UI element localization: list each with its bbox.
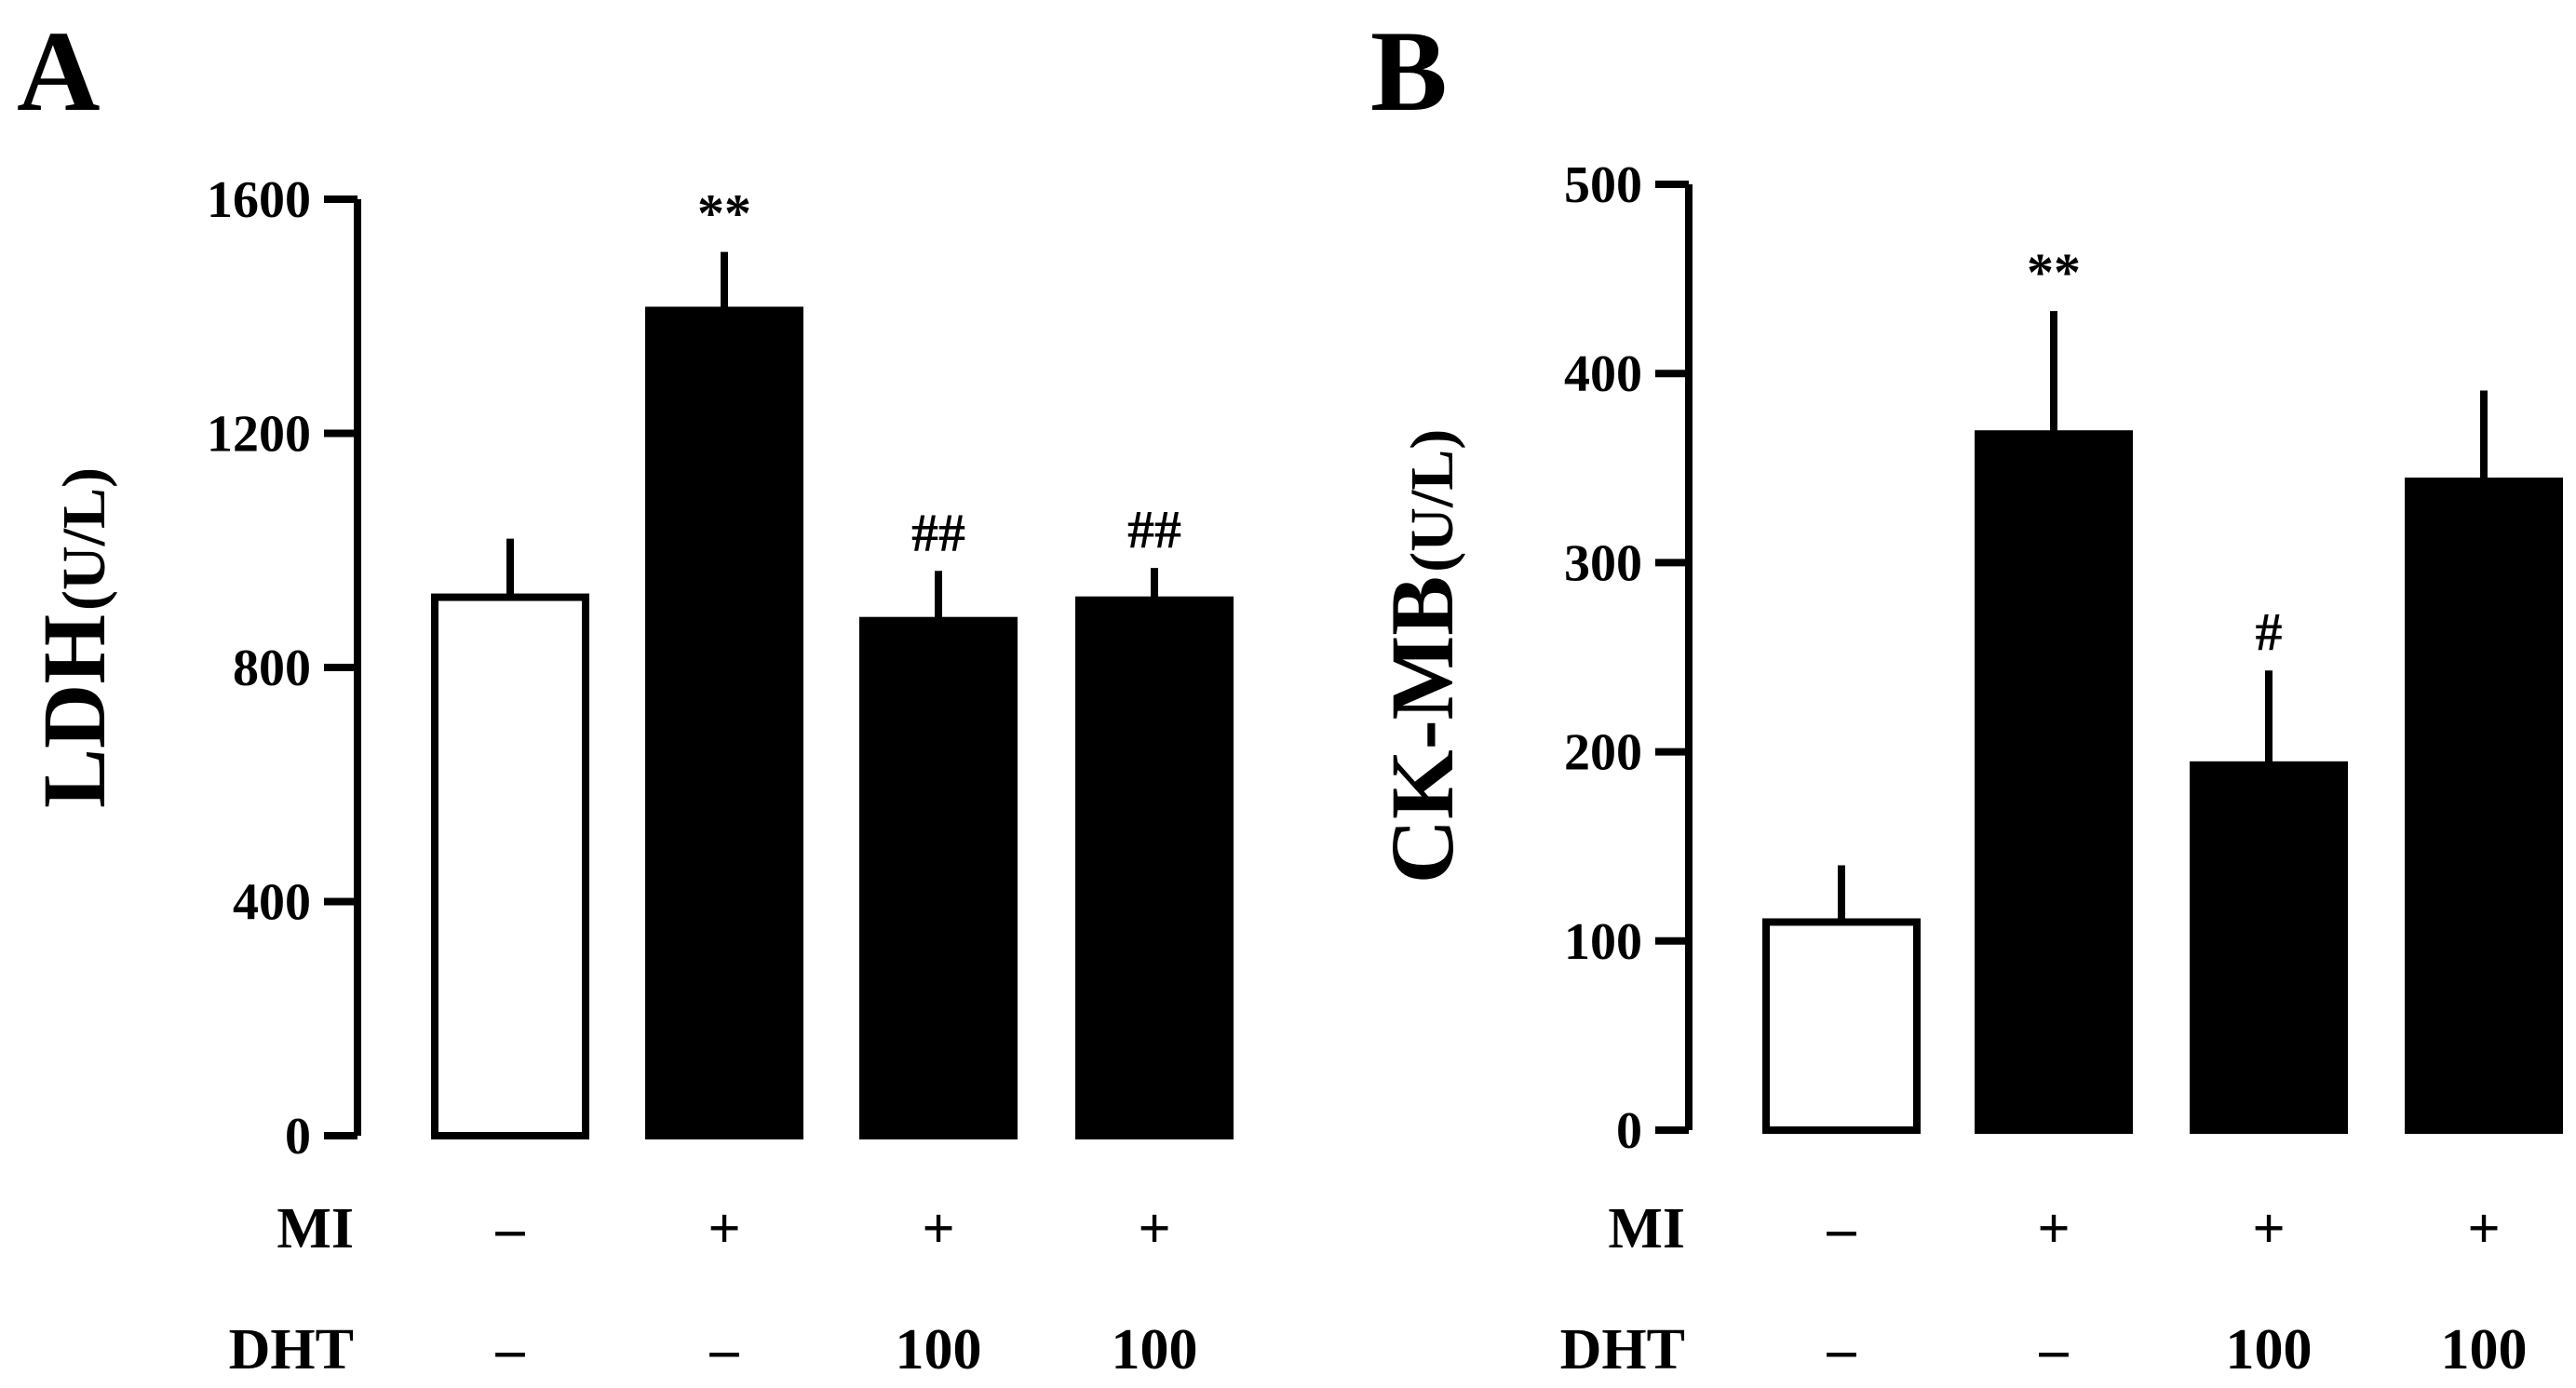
panel-letter: B — [1370, 7, 1448, 135]
panel-letter: A — [17, 7, 101, 135]
mi-condition: + — [2252, 1197, 2285, 1260]
mi-condition: – — [495, 1197, 526, 1260]
row-label-dht: DHT — [229, 1318, 354, 1381]
bar — [2190, 761, 2348, 1134]
significance-label: # — [2256, 601, 2283, 662]
significance-label: ** — [697, 183, 751, 244]
mi-condition: + — [708, 1197, 740, 1260]
panel-b: B 0 100 200 300 400 500 CK-MB (U/L) ** # MI DHT – + + +… — [1370, 7, 2563, 1381]
y-axis-label-unit: (U/L) — [50, 467, 118, 611]
bar — [1075, 596, 1234, 1139]
y-axis-label-unit: (U/L) — [1398, 429, 1466, 573]
y-tick-label: 100 — [1564, 913, 1642, 971]
dht-condition: 100 — [1112, 1318, 1198, 1381]
bar — [859, 616, 1018, 1139]
y-axis-label-main: LDH — [24, 614, 124, 808]
bar — [1975, 430, 2133, 1134]
y-tick-label: 0 — [285, 1108, 311, 1166]
row-label-mi: MI — [1608, 1197, 1685, 1260]
bar — [645, 306, 803, 1139]
row-label-mi: MI — [276, 1197, 354, 1260]
significance-label: ## — [911, 502, 965, 562]
dht-condition: 100 — [896, 1318, 982, 1381]
y-axis-label: LDH (U/L) — [24, 467, 124, 808]
bar — [431, 593, 589, 1139]
dht-condition: 100 — [2226, 1318, 2313, 1381]
bar — [1762, 918, 1921, 1134]
y-tick-label: 800 — [233, 640, 311, 697]
mi-condition: + — [1138, 1197, 1170, 1260]
y-tick-label: 400 — [1564, 345, 1642, 403]
y-tick-label: 0 — [1616, 1102, 1642, 1160]
mi-condition: + — [2467, 1197, 2500, 1260]
y-axis-label-main: CK-MB — [1372, 576, 1472, 884]
dht-condition: – — [2039, 1318, 2070, 1381]
dht-condition: 100 — [2441, 1318, 2528, 1381]
y-tick-label: 300 — [1564, 534, 1642, 592]
y-tick-label: 1600 — [207, 171, 311, 229]
bar — [2405, 478, 2563, 1134]
mi-condition: – — [1827, 1197, 1857, 1260]
y-tick-label: 1200 — [207, 406, 311, 464]
significance-label: ** — [2027, 242, 2081, 303]
dht-condition: – — [1827, 1318, 1857, 1381]
mi-condition: + — [922, 1197, 954, 1260]
y-tick-label: 400 — [233, 874, 311, 932]
mi-condition: + — [2037, 1197, 2070, 1260]
y-axis-label: CK-MB (U/L) — [1372, 429, 1472, 884]
significance-label: ## — [1127, 499, 1181, 559]
dht-condition: – — [709, 1318, 740, 1381]
panel-a: A 0 400 800 1200 1600 LDH (U/L) ** ## ## MI DHT – + + +… — [17, 7, 1234, 1381]
y-tick-label: 200 — [1564, 724, 1642, 782]
y-tick-label: 500 — [1564, 156, 1642, 214]
dht-condition: – — [495, 1318, 526, 1381]
row-label-dht: DHT — [1560, 1318, 1685, 1381]
